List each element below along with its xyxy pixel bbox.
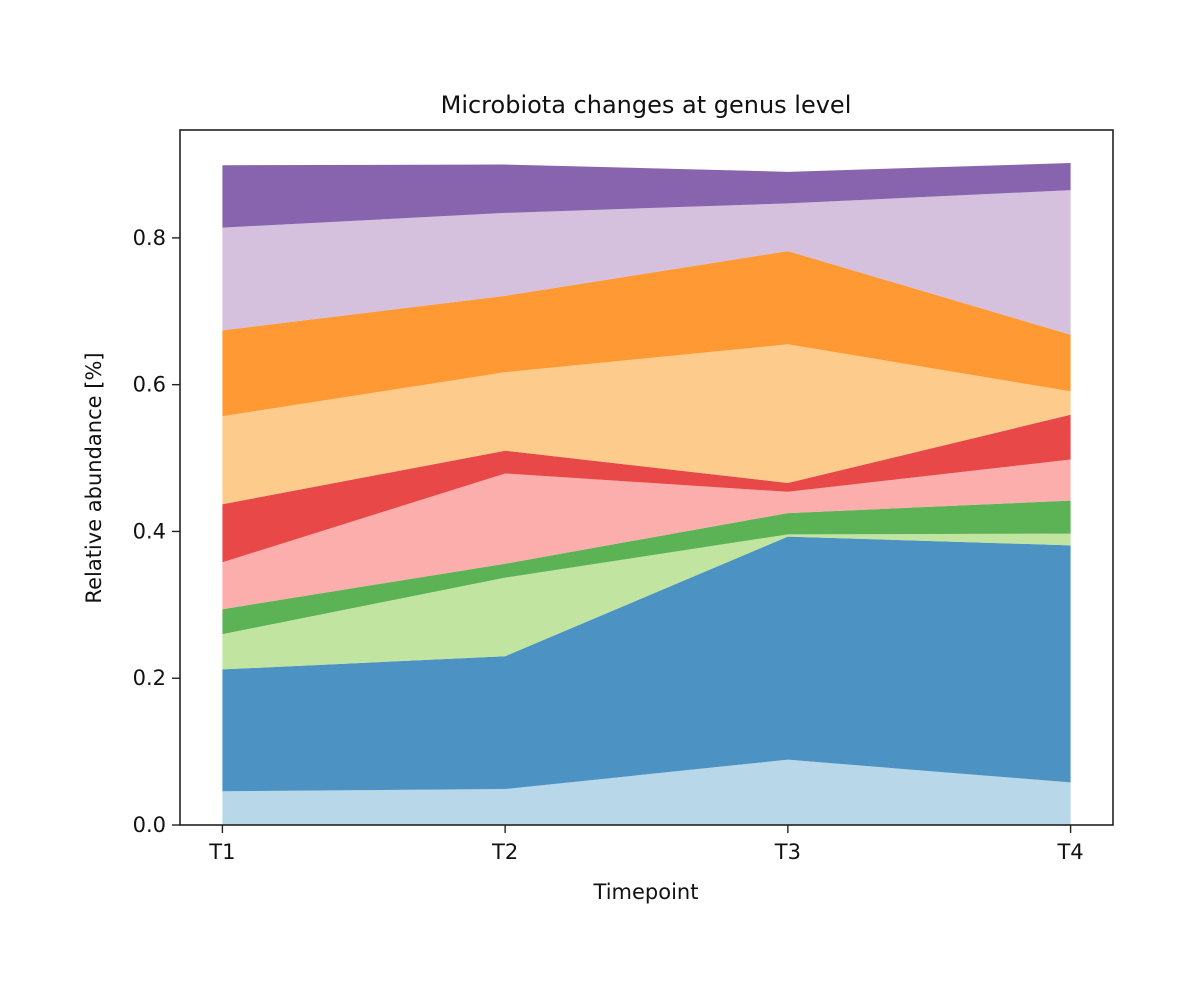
plot-frame	[179, 129, 1114, 826]
y-tick-label: 0.2	[133, 666, 166, 690]
chart-title: Microbiota changes at genus level	[441, 91, 852, 119]
x-tick-label: T3	[774, 840, 801, 864]
area-layer-3	[222, 533, 1071, 670]
area-layer-7	[222, 344, 1071, 505]
area-layer-1	[222, 759, 1071, 825]
y-tick-label: 0.6	[133, 373, 166, 397]
y-axis-label: Relative abundance [%]	[82, 352, 106, 603]
area-layer-6	[222, 414, 1071, 563]
area-layer-9	[222, 190, 1071, 335]
y-axis: 0.0 0.2 0.4 0.6 0.8	[133, 226, 180, 837]
area-layer-2	[222, 536, 1071, 792]
x-tick-label: T2	[491, 840, 518, 864]
area-layers	[222, 163, 1071, 825]
area-layer-8	[222, 251, 1071, 417]
area-layer-5	[222, 459, 1071, 610]
x-tick-label: T4	[1056, 840, 1083, 864]
y-tick-label: 0.8	[133, 226, 166, 250]
y-tick-label: 0.0	[133, 813, 166, 837]
area-layer-4	[222, 500, 1071, 635]
y-tick-label: 0.4	[133, 519, 166, 543]
x-axis-label: Timepoint	[593, 880, 699, 904]
x-tick-label: T1	[208, 840, 235, 864]
area-layer-10	[222, 163, 1071, 228]
x-axis: T1 T2 T3 T4	[208, 825, 1084, 864]
